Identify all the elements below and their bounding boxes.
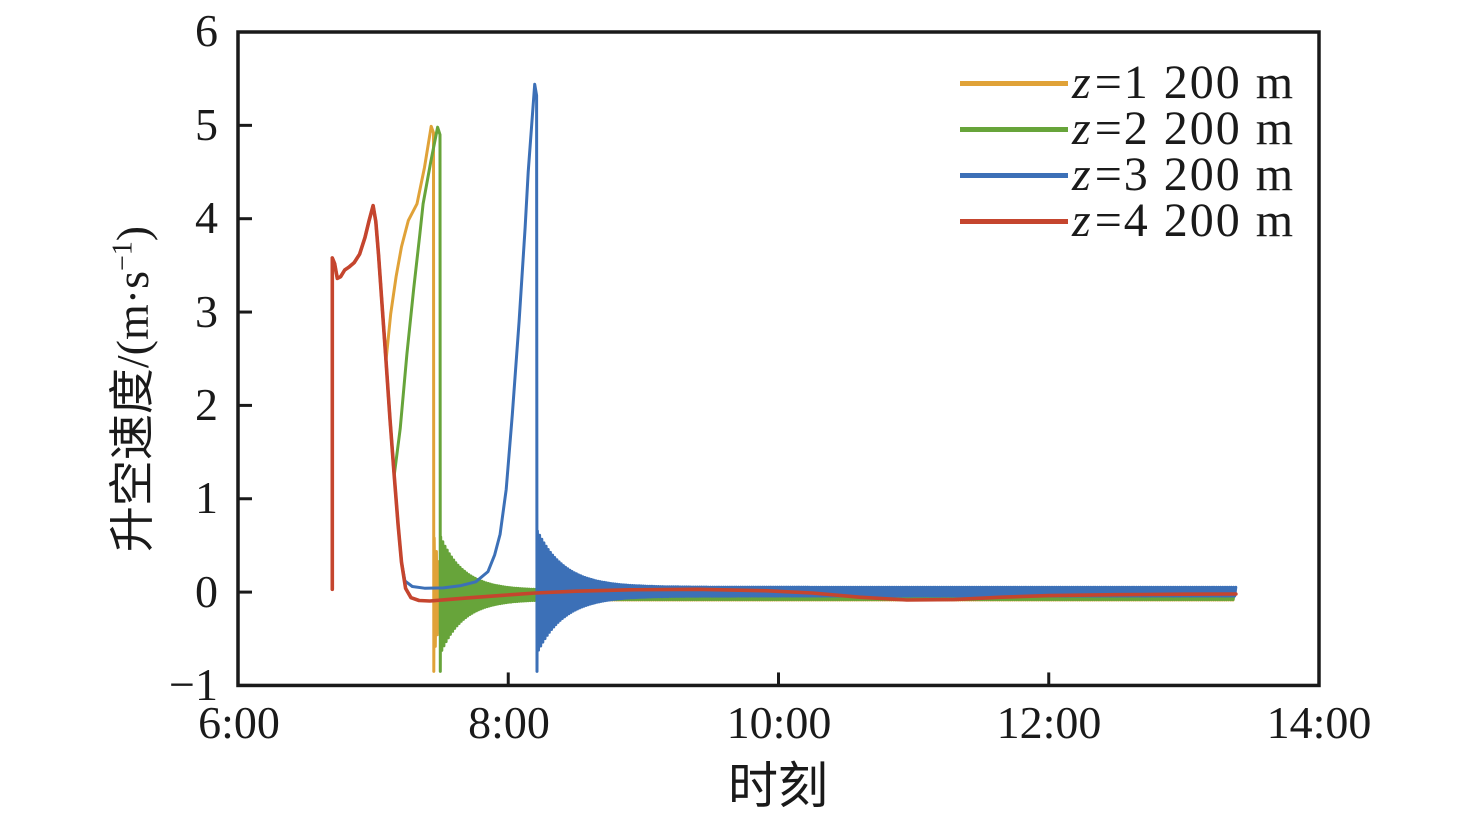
y-axis-title-close: ) [107,225,158,242]
y-axis-title-main: 升空速度/(m·s [107,271,158,553]
legend-line-z1200 [960,80,1068,86]
legend-item-z3200: z=3 200 m [960,149,1295,201]
x-tick-label: 6:00 [198,697,280,748]
legend-item-z1200: z=1 200 m [960,57,1295,109]
legend-label: z=4 200 m [1072,194,1296,247]
y-tick-label: 2 [195,379,218,430]
legend-line-z3200 [960,172,1068,178]
y-tick-label: 3 [195,286,218,337]
series-curve-4 [330,203,1238,603]
x-tick-label: 12:00 [996,697,1102,748]
series-curve-3 [330,82,1238,673]
legend-label: z=3 200 m [1072,148,1296,201]
legend-item-z2200: z=2 200 m [960,103,1295,155]
legend-line-z4200 [960,218,1068,224]
y-tick-label: 6 [195,5,218,56]
x-axis-title: 时刻 [728,758,828,814]
y-tick-label: −1 [169,659,218,710]
x-tick-label: 10:00 [726,697,832,748]
y-tick-label: 1 [195,472,218,523]
axes-group [236,30,1321,688]
legend-label: z=2 200 m [1072,102,1296,155]
curves-group [330,82,1238,673]
y-axis-title: 升空速度/(m·s−1) [102,89,164,689]
x-tick-label: 8:00 [468,697,550,748]
y-tick-label: 4 [195,192,218,243]
y-axis-title-sup: −1 [107,241,139,272]
y-tick-label: 5 [195,99,218,150]
legend-line-z2200 [960,126,1068,132]
y-tick-label: 0 [195,566,218,617]
legend-item-z4200: z=4 200 m [960,195,1295,247]
x-tick-label: 14:00 [1266,697,1372,748]
legend-label: z=1 200 m [1072,56,1296,109]
